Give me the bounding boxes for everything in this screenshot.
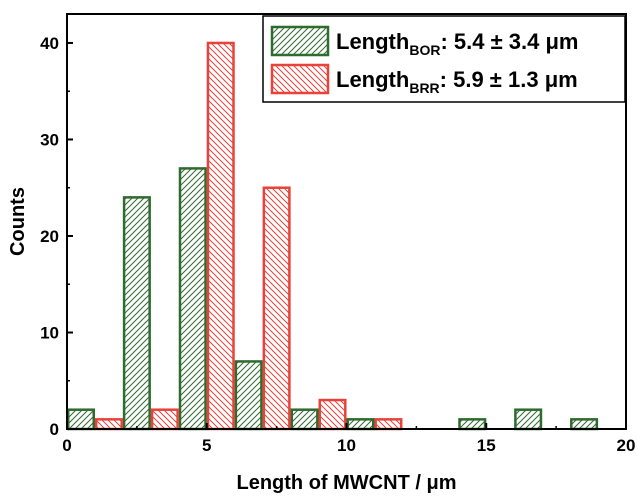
y-tick-label: 10 bbox=[40, 323, 59, 342]
y-axis-title: Counts bbox=[7, 187, 29, 256]
legend-swatch-brr bbox=[270, 63, 330, 95]
legend-swatch-bor bbox=[270, 25, 330, 57]
bar-bor-2 bbox=[178, 167, 207, 431]
bar-bor-0 bbox=[66, 408, 95, 431]
x-tick-label: 5 bbox=[202, 436, 211, 455]
bar-brr-3 bbox=[262, 186, 291, 431]
y-tick-label: 30 bbox=[40, 130, 59, 149]
bars-layer bbox=[66, 41, 599, 431]
x-axis-title: Length of MWCNT / μm bbox=[237, 472, 457, 494]
x-tick-label: 20 bbox=[617, 436, 636, 455]
legend-label-bor: LengthBOR: 5.4 ± 3.4 μm bbox=[336, 29, 579, 58]
bar-brr-0 bbox=[94, 418, 123, 431]
legend: LengthBOR: 5.4 ± 3.4 μm LengthBRR: 5.9 ± … bbox=[262, 15, 626, 103]
bar-bor-8 bbox=[570, 418, 599, 431]
legend-label-brr: LengthBRR: 5.9 ± 1.3 μm bbox=[336, 67, 578, 96]
bar-brr-5 bbox=[374, 418, 403, 431]
y-tick-label: 40 bbox=[40, 34, 59, 53]
bar-bor-4 bbox=[290, 408, 319, 431]
x-tick-label: 15 bbox=[477, 436, 496, 455]
bar-bor-1 bbox=[122, 196, 151, 431]
bar-brr-4 bbox=[318, 398, 347, 431]
bar-brr-2 bbox=[206, 41, 235, 431]
x-tick-label: 0 bbox=[62, 436, 71, 455]
y-tick-label: 20 bbox=[40, 227, 59, 246]
x-tick-label: 10 bbox=[337, 436, 356, 455]
bar-bor-7 bbox=[514, 408, 543, 431]
bar-bor-6 bbox=[458, 418, 487, 431]
y-tick-label: 0 bbox=[50, 420, 59, 439]
bar-bor-5 bbox=[346, 418, 375, 431]
axes-layer: 0 5 10 15 20 0 10 20 30 40 bbox=[40, 13, 636, 455]
bar-brr-1 bbox=[150, 408, 179, 431]
bar-bor-3 bbox=[234, 360, 263, 431]
